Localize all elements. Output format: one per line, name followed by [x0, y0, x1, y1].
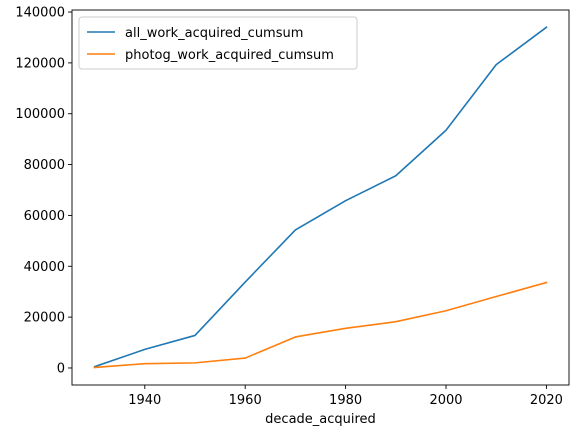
plot-frame [71, 9, 570, 386]
series-line-2 [93, 281, 548, 369]
legend-box [78, 16, 358, 70]
y-tick-label: 120000 [15, 56, 65, 71]
ticks-layer: 1940 1960 1980 2000 2020 0 20000 40000 60000 8000… [15, 6, 563, 408]
y-tick-label: 40000 [24, 260, 65, 275]
series-line-1 [93, 26, 548, 368]
legend-label-1: all_work_acquired_cumsum [125, 26, 303, 41]
x-tick-label: 1980 [329, 393, 362, 408]
legend: all_work_acquired_cumsum photog_work_acqu… [78, 16, 358, 70]
x-tick-label: 1960 [229, 393, 262, 408]
y-tick-label: 140000 [15, 6, 65, 21]
x-tick-label: 2000 [429, 393, 462, 408]
x-tick-label: 1940 [128, 393, 161, 408]
y-tick-label: 0 [57, 361, 65, 376]
x-axis-label: decade_acquired [265, 412, 376, 427]
y-tick-label: 60000 [24, 209, 65, 224]
y-tick-label: 80000 [24, 158, 65, 173]
y-tick-label: 20000 [24, 311, 65, 326]
x-tick-label: 2020 [530, 393, 563, 408]
y-tick-label: 100000 [15, 107, 65, 122]
legend-label-2: photog_work_acquired_cumsum [125, 48, 334, 63]
series-lines [93, 26, 548, 369]
